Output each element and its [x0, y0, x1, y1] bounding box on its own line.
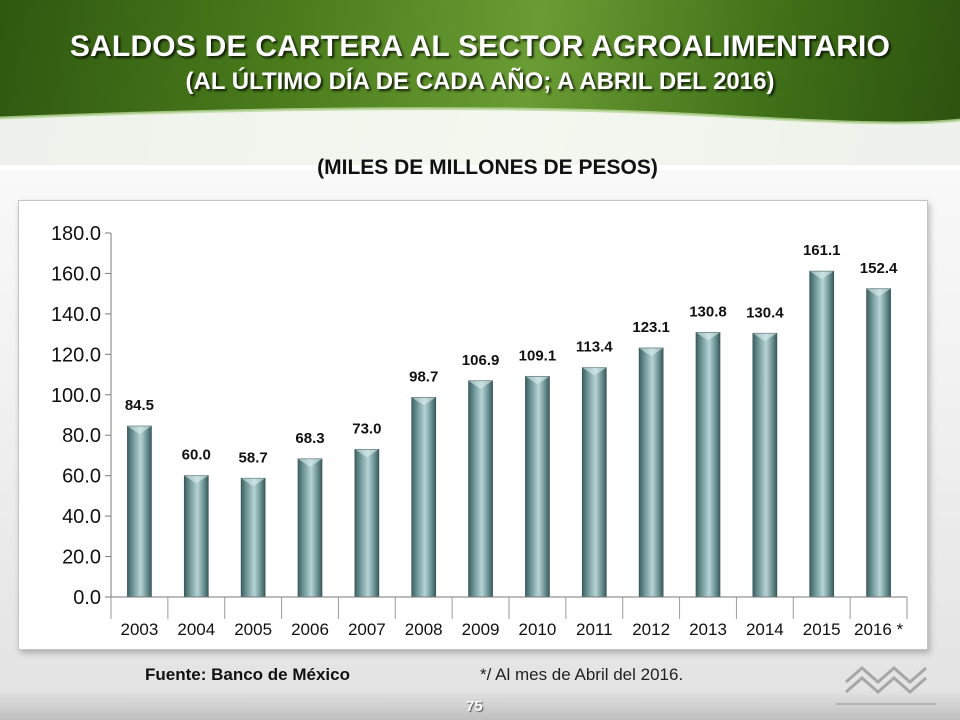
bar: [183, 475, 209, 598]
bar: [354, 448, 380, 598]
y-tick-label: 80.0: [62, 425, 101, 447]
bar-value-label: 58.7: [239, 449, 268, 466]
x-tick-label: 2008: [405, 620, 443, 639]
footnote-text: */ Al mes de Abril del 2016.: [480, 665, 684, 684]
bar: [240, 477, 266, 598]
bar-value-label: 109.1: [519, 347, 557, 364]
x-tick-label: 2014: [746, 620, 784, 639]
y-tick-label: 0.0: [73, 587, 101, 609]
bar: [127, 425, 152, 598]
y-tick-label: 160.0: [51, 263, 101, 285]
source-text: Fuente: Banco de México: [145, 665, 350, 684]
bar: [809, 270, 835, 598]
x-tick-label: 2013: [689, 620, 727, 639]
bar-bevel: [241, 478, 266, 487]
bar-value-label: 113.4: [576, 339, 613, 356]
bar: [638, 347, 664, 598]
bar-value-label: 152.4: [860, 260, 898, 277]
bar-value-label: 98.7: [409, 368, 438, 385]
x-tick-label: 2004: [177, 620, 215, 639]
bar-value-label: 68.3: [295, 430, 324, 447]
bar: [297, 458, 323, 598]
cna-logo-icon: [836, 666, 936, 705]
bar-bevel: [411, 397, 436, 406]
header-wave-decoration: [0, 107, 960, 170]
bar-bevel: [582, 367, 607, 376]
x-tick-label: 2015: [803, 620, 841, 639]
y-tick-label: 40.0: [62, 506, 101, 528]
x-tick-label: 2011: [576, 620, 613, 639]
bar-value-label: 60.0: [182, 447, 211, 464]
bar-bevel: [127, 426, 152, 435]
bar: [581, 367, 607, 598]
y-tick-label: 140.0: [51, 304, 101, 326]
bar: [866, 288, 891, 598]
bar-bevel: [525, 376, 550, 385]
bar-value-label: 73.0: [352, 420, 381, 437]
chart-unit-label: (MILES DE MILLONES DE PESOS): [317, 156, 658, 179]
x-tick-label: 2003: [121, 620, 159, 639]
x-tick-label: 2016 *: [854, 620, 904, 639]
bar-bevel: [809, 271, 834, 280]
bar: [695, 332, 721, 598]
bar-value-label: 123.1: [632, 319, 670, 336]
page-subtitle: (AL ÚLTIMO DÍA DE CADA AÑO; A ABRIL DEL …: [185, 68, 775, 95]
x-tick-label: 2007: [348, 620, 386, 639]
y-tick-label: 180.0: [51, 223, 101, 245]
x-tick-label: 2010: [519, 620, 557, 639]
footer-band: [0, 690, 960, 720]
bar-bevel: [639, 348, 664, 357]
y-tick-label: 60.0: [62, 466, 101, 488]
x-tick-label: 2005: [234, 620, 272, 639]
y-tick-label: 120.0: [51, 344, 101, 366]
bar-bevel: [696, 332, 720, 341]
y-tick-label: 100.0: [51, 385, 101, 407]
page-title: SALDOS DE CARTERA AL SECTOR AGROALIMENTA…: [69, 30, 891, 63]
bar-value-label: 130.4: [746, 304, 784, 321]
bar-bevel: [468, 380, 493, 389]
x-tick-label: 2012: [632, 620, 670, 639]
bar-value-label: 84.5: [125, 397, 154, 414]
bar-value-label: 161.1: [803, 242, 841, 259]
bar: [752, 332, 778, 598]
bar-bevel: [354, 449, 379, 458]
bar-chart: 0.0 20.0 40.0 60.0 80.0 100.0 120.0 140.0 160.0 1…: [51, 223, 908, 639]
bar: [411, 397, 437, 598]
y-tick-label: 20.0: [62, 547, 101, 569]
bar: [525, 375, 550, 598]
bar-value-label: 106.9: [462, 352, 500, 369]
bar: [468, 380, 493, 598]
x-tick-label: 2006: [291, 620, 329, 639]
chart-container: 0.0 20.0 40.0 60.0 80.0 100.0 120.0 140.0 160.0 1…: [18, 200, 928, 650]
bar-bevel: [298, 458, 322, 467]
header-banner: [0, 0, 960, 170]
bar-value-label: 130.8: [689, 303, 727, 320]
bar-bevel: [752, 333, 777, 342]
bar-bevel: [866, 288, 891, 297]
x-tick-label: 2009: [462, 620, 500, 639]
page-number: 75: [466, 698, 483, 715]
bar-bevel: [184, 475, 209, 484]
